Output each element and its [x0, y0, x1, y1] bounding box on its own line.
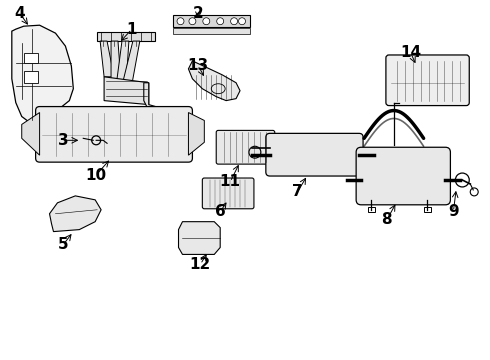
Bar [368, 207, 375, 212]
FancyBboxPatch shape [386, 55, 469, 105]
Bar [24, 71, 38, 83]
FancyBboxPatch shape [216, 130, 275, 164]
Bar [172, 28, 250, 34]
FancyBboxPatch shape [356, 147, 450, 205]
Polygon shape [12, 25, 74, 122]
FancyBboxPatch shape [36, 107, 193, 162]
Text: 4: 4 [14, 6, 25, 21]
Text: 8: 8 [382, 212, 392, 227]
Bar [424, 207, 431, 212]
Text: 7: 7 [292, 184, 303, 199]
Polygon shape [189, 61, 240, 100]
Circle shape [177, 18, 184, 25]
Circle shape [203, 18, 210, 25]
Text: 1: 1 [126, 22, 137, 37]
Circle shape [189, 18, 196, 25]
Text: 3: 3 [58, 133, 69, 148]
Polygon shape [178, 222, 220, 255]
Text: 10: 10 [86, 167, 107, 183]
Text: 2: 2 [193, 6, 204, 21]
Text: 6: 6 [215, 204, 225, 219]
Polygon shape [22, 113, 40, 155]
Text: 9: 9 [448, 204, 459, 219]
Circle shape [217, 18, 223, 25]
Polygon shape [100, 41, 114, 77]
Bar [24, 53, 38, 63]
Text: 11: 11 [220, 175, 241, 189]
Text: 13: 13 [188, 58, 209, 73]
Bar [172, 15, 250, 27]
FancyBboxPatch shape [266, 133, 363, 176]
Polygon shape [49, 196, 101, 231]
Polygon shape [121, 41, 140, 90]
Polygon shape [104, 77, 149, 105]
Circle shape [231, 18, 238, 25]
Circle shape [239, 18, 245, 25]
Polygon shape [111, 41, 121, 83]
FancyBboxPatch shape [202, 178, 254, 209]
Text: 12: 12 [190, 257, 211, 272]
Polygon shape [116, 41, 129, 87]
Bar [97, 32, 155, 41]
Polygon shape [189, 113, 204, 155]
Polygon shape [144, 83, 180, 122]
Text: 14: 14 [400, 45, 421, 60]
Text: 5: 5 [58, 237, 69, 252]
